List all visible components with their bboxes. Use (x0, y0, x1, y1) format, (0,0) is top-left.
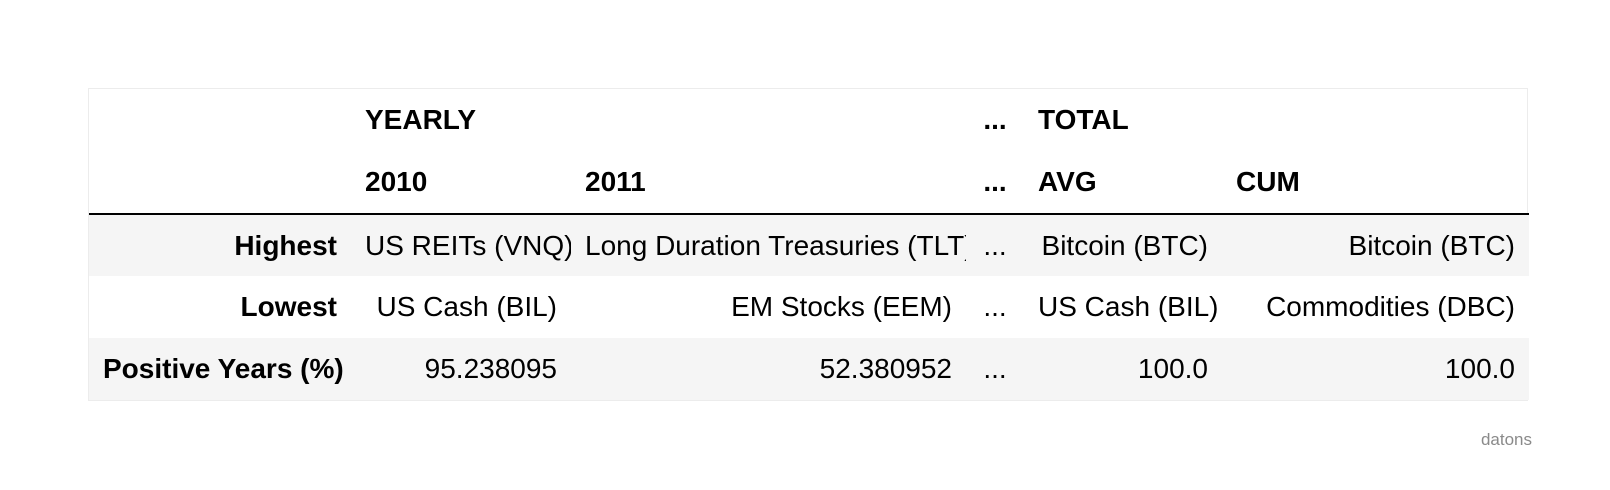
group-header-yearly: YEARLY (351, 89, 571, 151)
row-label-highest: Highest (89, 214, 351, 276)
table-cell: 52.380952 (571, 338, 966, 400)
row-label-lowest: Lowest (89, 276, 351, 338)
table-cell: Long Duration Treasuries (TLT) (571, 214, 966, 276)
table-cell: US REITs (VNQ) (351, 214, 571, 276)
data-table-container: YEARLY ... TOTAL 2010 2011 ... AVG CUM H… (88, 88, 1528, 401)
table-cell: 95.238095 (351, 338, 571, 400)
table-row: Highest US REITs (VNQ) Long Duration Tre… (89, 214, 1529, 276)
table-row: Positive Years (%) 95.238095 52.380952 .… (89, 338, 1529, 400)
table-cell: 100.0 (1222, 338, 1529, 400)
table-cell: 100.0 (1024, 338, 1222, 400)
table-cell: Commodities (DBC) (1222, 276, 1529, 338)
index-group-header (89, 89, 351, 151)
column-header-2011: 2011 (571, 151, 966, 214)
group-header-ellipsis: ... (966, 89, 1024, 151)
table-cell: Bitcoin (BTC) (1222, 214, 1529, 276)
sub-header-row: 2010 2011 ... AVG CUM (89, 151, 1529, 214)
table-cell: US Cash (BIL) (351, 276, 571, 338)
column-header-cum: CUM (1222, 151, 1529, 214)
data-table: YEARLY ... TOTAL 2010 2011 ... AVG CUM H… (89, 89, 1529, 400)
column-header-2010: 2010 (351, 151, 571, 214)
table-cell: US Cash (BIL) (1024, 276, 1222, 338)
column-header-avg: AVG (1024, 151, 1222, 214)
group-header-total: TOTAL (1024, 89, 1222, 151)
group-header-row: YEARLY ... TOTAL (89, 89, 1529, 151)
table-cell-ellipsis: ... (966, 276, 1024, 338)
table-cell: Bitcoin (BTC) (1024, 214, 1222, 276)
table-row: Lowest US Cash (BIL) EM Stocks (EEM) ...… (89, 276, 1529, 338)
group-header-yearly-span (571, 89, 966, 151)
index-sub-header (89, 151, 351, 214)
watermark: datons (1481, 430, 1532, 450)
column-header-ellipsis: ... (966, 151, 1024, 214)
table-cell: EM Stocks (EEM) (571, 276, 966, 338)
row-label-positive-years: Positive Years (%) (89, 338, 351, 400)
table-cell-ellipsis: ... (966, 214, 1024, 276)
table-cell-ellipsis: ... (966, 338, 1024, 400)
group-header-total-span (1222, 89, 1529, 151)
